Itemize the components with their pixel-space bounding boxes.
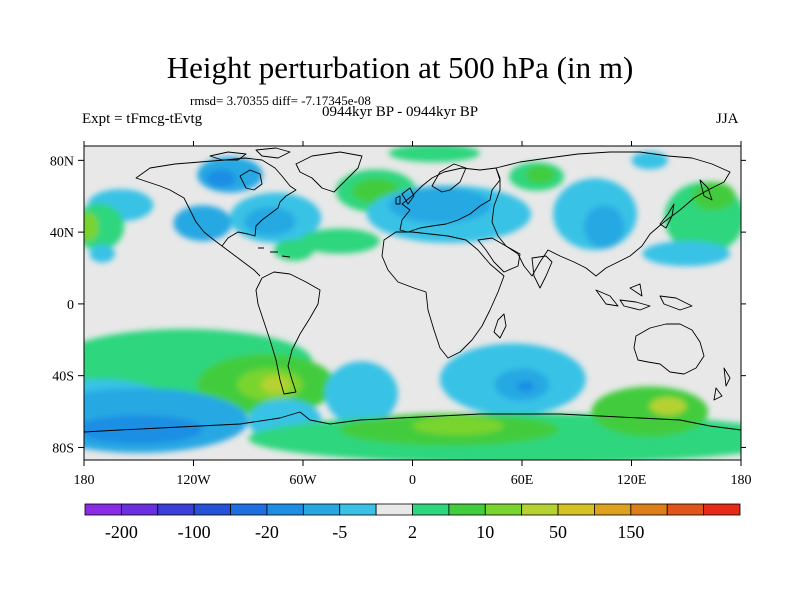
colorbar-label: 2 xyxy=(408,522,417,542)
x-tick-label: 180 xyxy=(731,473,752,488)
x-tick-label: 60E xyxy=(511,473,534,488)
colorbar-label: -20 xyxy=(255,522,279,542)
coastline-africa xyxy=(381,231,505,359)
anomaly-region xyxy=(84,212,99,242)
coastline-australia xyxy=(633,323,705,375)
colorbar-swatch xyxy=(302,503,341,516)
coastline-arabia xyxy=(477,237,521,273)
anomaly-region xyxy=(244,207,296,236)
x-tick-label: 120W xyxy=(176,473,211,488)
anomaly-region xyxy=(591,386,709,437)
colorbar-swatch xyxy=(193,503,231,516)
period-label: 0944kyr BP - 0944kyr BP xyxy=(322,104,479,120)
y-tick-label: 80S xyxy=(52,441,74,456)
colorbar-swatch xyxy=(84,503,122,516)
colorbar-swatch xyxy=(594,503,632,516)
colorbar-swatch xyxy=(557,503,595,516)
colorbar-label: -200 xyxy=(105,522,138,542)
coastline-arctic-islands xyxy=(209,147,291,161)
colorbar-swatch xyxy=(339,503,377,516)
colorbar-swatch xyxy=(448,503,486,516)
experiment-label: Expt = tFmcg-tEvtg xyxy=(82,111,203,127)
colorbar-swatch xyxy=(266,503,304,516)
anomaly-region xyxy=(84,203,125,251)
colorbar-swatch xyxy=(157,503,195,516)
coastline-north-america xyxy=(135,157,297,247)
colorbar-label: 10 xyxy=(476,522,494,542)
coastline-south-america xyxy=(255,271,321,395)
anomaly-region xyxy=(84,415,203,444)
coastline-central-america xyxy=(221,245,261,277)
coastline-layer xyxy=(84,147,741,433)
colorbar-label: -100 xyxy=(178,522,211,542)
coastline-new-zealand xyxy=(713,367,731,401)
colorbar-swatch xyxy=(521,503,559,516)
stats-subtitle: rmsd= 3.70355 diff= -7.17345e-08 xyxy=(190,93,371,108)
anomaly-region xyxy=(412,416,504,435)
coastline-caribbean xyxy=(258,247,291,258)
colorbar-swatch xyxy=(666,503,705,516)
anomaly-fill-layer xyxy=(84,146,741,460)
coastline-india xyxy=(531,255,553,289)
axis-ticks: 180 120W 60W 0 60E 120E 180 80N 40N 0 40S 80S xyxy=(50,141,752,488)
y-tick-label: 40N xyxy=(50,226,74,241)
season-label: JJA xyxy=(716,111,739,127)
anomaly-region xyxy=(631,151,668,170)
colorbar-swatch xyxy=(630,503,668,516)
anomaly-region xyxy=(691,181,736,211)
colorbar-label: 150 xyxy=(617,522,644,542)
coastline-scandinavia xyxy=(431,163,467,193)
coastline-kamchatka xyxy=(699,179,713,201)
anomaly-region xyxy=(299,228,380,254)
coastline-indonesia xyxy=(595,283,693,311)
x-tick-label: 60W xyxy=(289,473,317,488)
anomaly-region xyxy=(324,361,398,426)
y-tick-label: 40S xyxy=(52,370,74,385)
colorbar-swatch xyxy=(375,503,413,516)
coastline-greenland xyxy=(295,151,363,193)
anomaly-region xyxy=(388,146,481,163)
x-tick-label: 120E xyxy=(617,473,647,488)
coastline-hudson-bay xyxy=(239,169,263,191)
anomaly-region xyxy=(525,165,555,184)
colorbar-swatch xyxy=(120,503,159,516)
anomaly-region xyxy=(261,375,291,394)
x-tick-label: 180 xyxy=(74,473,95,488)
colorbar-swatch xyxy=(703,503,741,516)
y-tick-label: 80N xyxy=(50,154,74,169)
coastline-madagascar xyxy=(493,313,507,339)
coastline-antarctica xyxy=(84,411,741,433)
anomaly-region xyxy=(516,381,535,392)
anomaly-region xyxy=(173,205,232,242)
colorbar-swatch xyxy=(412,503,450,516)
coastline-japan xyxy=(659,203,675,229)
colorbar-swatch xyxy=(230,503,268,516)
coastline-british-isles xyxy=(395,187,415,205)
y-tick-label: 0 xyxy=(67,298,74,313)
anomaly-region xyxy=(649,397,687,416)
x-tick-label: 0 xyxy=(409,473,416,488)
anomaly-region xyxy=(89,244,116,263)
anomaly-region xyxy=(642,241,731,267)
colorbar: -200 -100 -20 -5 2 10 50 150 xyxy=(84,503,741,542)
coastline-asia xyxy=(491,151,731,277)
chart-title: Height perturbation at 500 hPa (in m) xyxy=(166,50,634,85)
colorbar-swatch xyxy=(484,503,523,516)
anomaly-region xyxy=(584,205,625,249)
anomaly-region xyxy=(206,169,236,188)
anomaly-region xyxy=(273,239,314,261)
colorbar-label: -5 xyxy=(332,522,347,542)
colorbar-label: 50 xyxy=(549,522,567,542)
